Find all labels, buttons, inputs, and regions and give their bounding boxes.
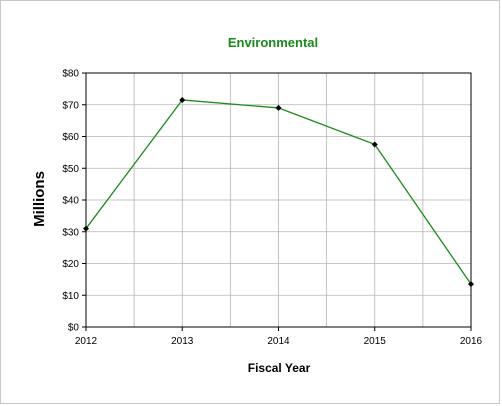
y-axis-ticks: $0 $10 $20 $30 $40 $50 $60 $70 $80	[62, 69, 86, 334]
x-tick-label: 2015	[364, 336, 387, 347]
data-point	[468, 281, 474, 288]
y-axis-title: Millions	[31, 171, 48, 227]
data-point	[83, 225, 89, 232]
y-tick-label: $0	[68, 323, 80, 334]
x-tick-label: 2016	[460, 336, 483, 347]
chart-title: Environmental	[228, 35, 318, 50]
x-axis-title: Fiscal Year	[248, 361, 311, 375]
y-tick-label: $40	[62, 196, 79, 207]
y-tick-label: $80	[62, 69, 79, 80]
x-axis-ticks: 2012 2013 2014 2015 2016	[75, 327, 483, 347]
x-tick-label: 2012	[75, 336, 98, 347]
data-point	[275, 104, 282, 111]
y-tick-label: $70	[62, 100, 79, 111]
series-group	[83, 96, 474, 288]
y-tick-label: $50	[62, 164, 79, 175]
y-tick-label: $60	[62, 132, 79, 143]
x-tick-label: 2013	[171, 336, 194, 347]
data-point	[179, 96, 186, 103]
y-tick-label: $30	[62, 227, 79, 238]
y-tick-label: $20	[62, 259, 79, 270]
data-point	[371, 141, 378, 148]
x-tick-label: 2014	[267, 336, 290, 347]
y-tick-label: $10	[62, 291, 79, 302]
